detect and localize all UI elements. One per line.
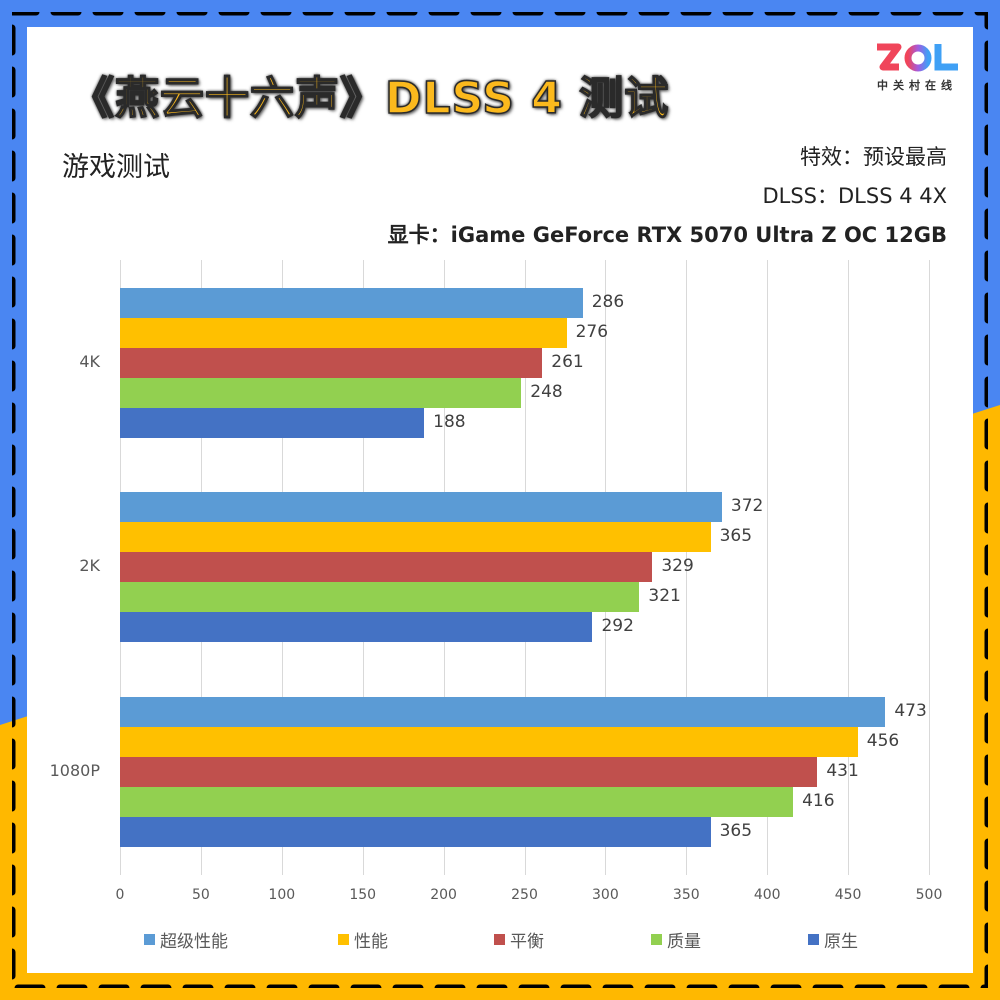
legend-swatch-icon bbox=[494, 934, 505, 945]
bar-value-label: 365 bbox=[719, 821, 753, 841]
meta-dlss: DLSS：DLSS 4 4X bbox=[762, 184, 947, 208]
bar-value-label: 416 bbox=[802, 791, 835, 811]
legend-swatch-icon bbox=[144, 934, 155, 945]
legend-item: 性能 bbox=[338, 927, 388, 952]
bar bbox=[120, 757, 818, 787]
bar bbox=[120, 727, 858, 757]
bar-value-label: 292 bbox=[601, 616, 634, 636]
meta-effects: 特效：预设最高 bbox=[800, 145, 947, 169]
meta-gpu: 显卡：iGame GeForce RTX 5070 Ultra Z OC 12G… bbox=[387, 223, 947, 247]
bar bbox=[120, 378, 522, 408]
legend-label: 质量 bbox=[667, 932, 701, 952]
x-tick-label: 450 bbox=[834, 887, 862, 903]
bar bbox=[120, 817, 711, 847]
x-tick-label: 150 bbox=[349, 887, 377, 903]
bar-value-label: 248 bbox=[530, 382, 563, 402]
legend-item: 质量 bbox=[651, 927, 701, 952]
page-title: 《燕云十六声》DLSS 4 测试 bbox=[69, 72, 670, 125]
x-tick-label: 100 bbox=[268, 887, 296, 903]
bar bbox=[120, 408, 425, 438]
legend-label: 原生 bbox=[824, 932, 858, 952]
chart-legend: 超级性能 性能 平衡 质量 原生 bbox=[0, 927, 1000, 952]
bar bbox=[120, 288, 583, 318]
x-tick-label: 350 bbox=[672, 887, 700, 903]
bar bbox=[120, 697, 886, 727]
x-tick-label: 500 bbox=[915, 887, 943, 903]
bar-value-label: 286 bbox=[591, 292, 625, 312]
bar-value-label: 473 bbox=[894, 701, 927, 721]
bar-value-label: 329 bbox=[661, 556, 694, 576]
bar bbox=[120, 787, 794, 817]
bar-value-label: 456 bbox=[866, 731, 900, 751]
bar bbox=[120, 492, 722, 522]
bar bbox=[120, 318, 567, 348]
x-tick-label: 250 bbox=[511, 887, 538, 903]
x-tick-label: 50 bbox=[191, 887, 210, 903]
bar-value-label: 431 bbox=[826, 761, 859, 781]
legend-swatch-icon bbox=[651, 934, 662, 945]
bar-value-label: 188 bbox=[433, 412, 466, 432]
bar-value-label: 321 bbox=[648, 586, 681, 606]
legend-label: 平衡 bbox=[510, 932, 544, 952]
legend-label: 性能 bbox=[354, 932, 388, 952]
zol-logo-icon bbox=[877, 43, 958, 72]
legend-swatch-icon bbox=[338, 934, 349, 945]
bar bbox=[120, 522, 711, 552]
bar-value-label: 276 bbox=[575, 322, 609, 342]
legend-item: 原生 bbox=[808, 927, 858, 952]
gridline bbox=[929, 260, 930, 875]
gridline bbox=[767, 260, 769, 875]
bar bbox=[120, 348, 543, 378]
x-tick-label: 0 bbox=[115, 887, 125, 903]
x-tick-label: 300 bbox=[592, 887, 619, 903]
category-label: 4K bbox=[79, 352, 100, 371]
x-tick-label: 200 bbox=[430, 887, 457, 903]
legend-item: 平衡 bbox=[494, 927, 544, 952]
bar bbox=[120, 612, 593, 642]
legend-item: 超级性能 bbox=[144, 927, 228, 952]
legend-swatch-icon bbox=[808, 934, 819, 945]
logo-caption: 中关村在线 bbox=[877, 79, 957, 92]
bar-value-label: 365 bbox=[719, 526, 753, 546]
bar bbox=[120, 582, 640, 612]
gridline bbox=[686, 260, 688, 875]
category-label: 1080P bbox=[49, 761, 100, 780]
bar bbox=[120, 552, 653, 582]
x-tick-label: 400 bbox=[753, 887, 781, 903]
legend-label: 超级性能 bbox=[160, 932, 228, 952]
category-label: 2K bbox=[79, 556, 100, 575]
bar-chart-plot: 0 50 100 150 200 250 300 350 400 450 500 4K 286 276 26… bbox=[50, 260, 942, 903]
gridline bbox=[848, 260, 850, 875]
section-subtitle: 游戏测试 bbox=[62, 152, 170, 183]
bar-value-label: 372 bbox=[730, 496, 764, 516]
bar-value-label: 261 bbox=[551, 352, 584, 372]
